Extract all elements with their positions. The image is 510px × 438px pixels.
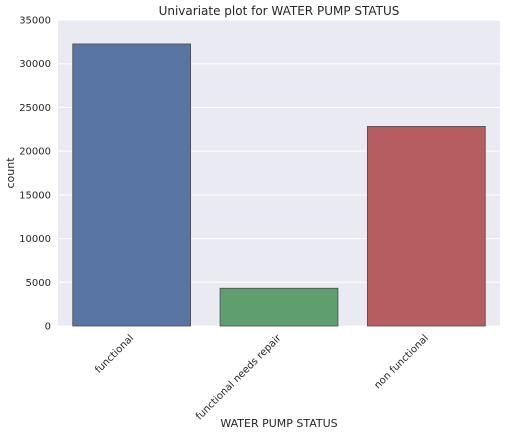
chart-title: Univariate plot for WATER PUMP STATUS [159,4,400,18]
y-tick-label: 35000 [19,16,51,27]
bar-non-functional [366,126,486,327]
y-tick-label: 20000 [19,147,51,158]
y-tick-label: 5000 [26,278,51,289]
y-tick-label: 30000 [19,59,51,70]
bars [72,43,486,327]
y-tick-label: 25000 [19,103,51,114]
x-axis-label: WATER PUMP STATUS [220,417,337,430]
x-tick-label: non functional [372,333,431,392]
y-axis-label: count [4,157,17,189]
y-tick-label: 0 [45,322,51,333]
y-axis-ticks: 0 5000 10000 15000 20000 25000 30000 35000 [19,16,51,333]
x-tick-label: functional [93,333,136,376]
bar-functional [72,43,191,327]
x-tick-label: functional needs repair [194,332,284,422]
y-tick-label: 10000 [19,234,51,245]
bar-functional-needs-repair [219,287,339,327]
x-axis-ticks: functional functional needs repair non fun… [93,332,431,422]
y-tick-label: 15000 [19,190,51,201]
